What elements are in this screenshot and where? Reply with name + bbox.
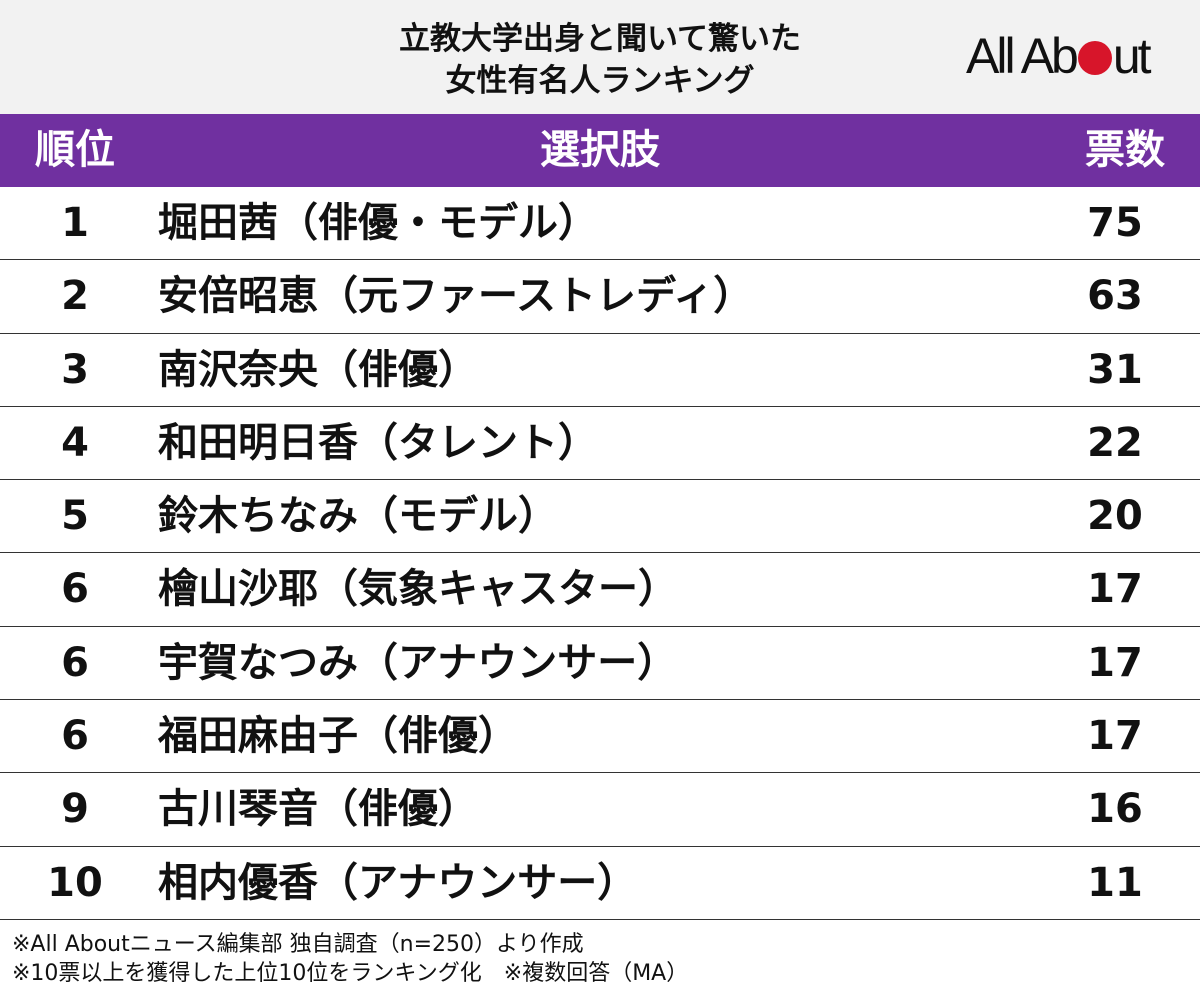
column-header-votes: 票数 (1085, 127, 1165, 173)
votes-cell: 16 (1087, 786, 1143, 833)
table-row: 6 宇賀なつみ（アナウンサー） 17 (0, 627, 1200, 701)
choice-cell: 古川琴音（俳優） (158, 786, 478, 833)
votes-cell: 17 (1087, 566, 1143, 613)
table-row: 10 相内優香（アナウンサー） 11 (0, 847, 1200, 920)
logo-dot-icon (1077, 41, 1112, 75)
choice-cell: 南沢奈央（俳優） (158, 346, 478, 393)
choice-cell: 相内優香（アナウンサー） (158, 859, 638, 906)
votes-cell: 17 (1087, 639, 1143, 686)
column-header-rank: 順位 (35, 127, 115, 173)
rank-cell: 10 (47, 859, 103, 906)
footnotes: ※All Aboutニュース編集部 独自調査（n=250）より作成 ※10票以上… (12, 930, 688, 988)
votes-cell: 75 (1087, 200, 1143, 246)
votes-cell: 20 (1087, 493, 1143, 540)
logo-text-end: ut (1112, 28, 1152, 84)
rank-cell: 6 (61, 639, 89, 686)
all-about-logo: All Ab ut (966, 28, 1152, 84)
rank-cell: 9 (61, 786, 89, 833)
ranking-table-body: 1 堀田茜（俳優・モデル） 75 2 安倍昭恵（元ファーストレディ） 63 3 南沢奈央（俳優… (0, 187, 1200, 920)
votes-cell: 17 (1087, 713, 1143, 760)
table-row: 1 堀田茜（俳優・モデル） 75 (0, 187, 1200, 261)
choice-cell: 鈴木ちなみ（モデル） (158, 493, 558, 540)
chart-title-line-1: 立教大学出身と聞いて驚いた (398, 21, 802, 57)
logo-text-start: All Ab (966, 28, 1079, 84)
choice-cell: 堀田茜（俳優・モデル） (158, 200, 598, 246)
choice-cell: 福田麻由子（俳優） (158, 713, 518, 760)
votes-cell: 63 (1087, 273, 1143, 320)
chart-title-line-2: 女性有名人ランキング (445, 63, 755, 99)
rank-cell: 2 (61, 273, 89, 320)
table-row: 9 古川琴音（俳優） 16 (0, 773, 1200, 847)
footnote-source: ※All Aboutニュース編集部 独自調査（n=250）より作成 (12, 932, 584, 957)
table-row: 3 南沢奈央（俳優） 31 (0, 334, 1200, 407)
footnote-method: ※10票以上を獲得した上位10位をランキング化 ※複数回答（MA） (12, 961, 689, 986)
table-row: 2 安倍昭恵（元ファーストレディ） 63 (0, 260, 1200, 334)
rank-cell: 6 (61, 566, 89, 613)
table-row: 4 和田明日香（タレント） 22 (0, 407, 1200, 481)
rank-cell: 4 (61, 419, 89, 466)
choice-cell: 宇賀なつみ（アナウンサー） (158, 639, 678, 686)
table-row: 5 鈴木ちなみ（モデル） 20 (0, 480, 1200, 554)
votes-cell: 31 (1087, 346, 1143, 393)
votes-cell: 22 (1087, 419, 1143, 466)
column-header-choice: 選択肢 (540, 127, 660, 173)
choice-cell: 檜山沙耶（気象キャスター） (158, 566, 678, 613)
rank-cell: 5 (61, 493, 89, 540)
chart-title: 立教大学出身と聞いて驚いた 女性有名人ランキング (0, 18, 1200, 102)
rank-cell: 1 (61, 200, 89, 246)
table-row: 6 檜山沙耶（気象キャスター） 17 (0, 553, 1200, 627)
choice-cell: 安倍昭恵（元ファーストレディ） (158, 273, 754, 320)
table-row: 6 福田麻由子（俳優） 17 (0, 700, 1200, 774)
table-header: 順位 選択肢 票数 (0, 114, 1200, 187)
header-area: 立教大学出身と聞いて驚いた 女性有名人ランキング All Ab ut (0, 0, 1200, 114)
votes-cell: 11 (1087, 859, 1143, 906)
rank-cell: 3 (61, 346, 89, 393)
rank-cell: 6 (61, 713, 89, 760)
choice-cell: 和田明日香（タレント） (158, 419, 598, 466)
